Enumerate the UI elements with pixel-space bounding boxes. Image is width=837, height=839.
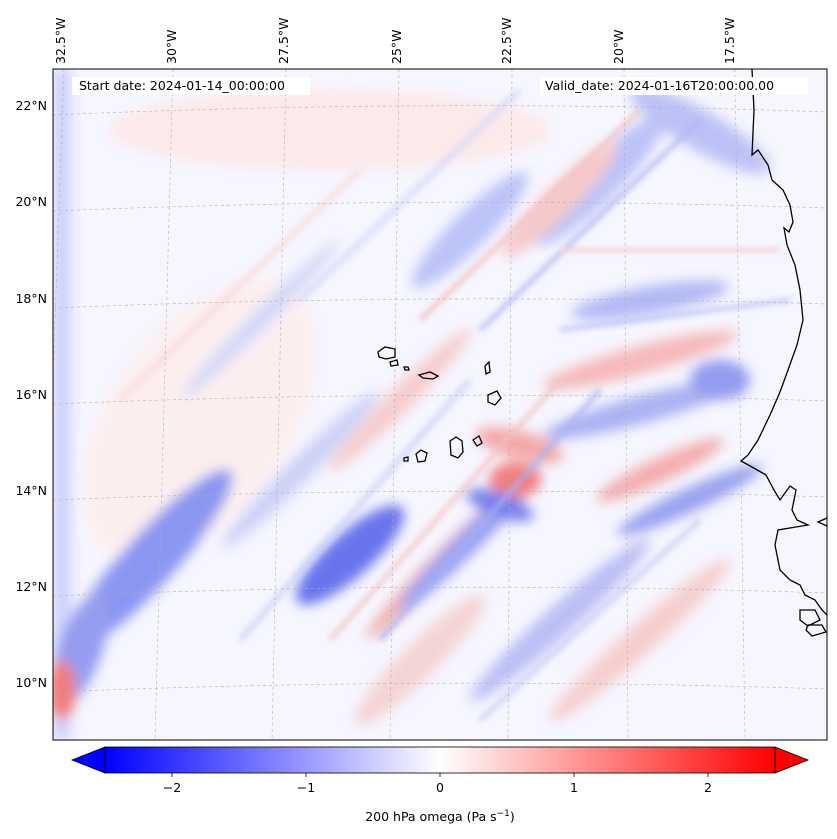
lat-label-18n: 18°N: [15, 291, 47, 306]
start-date-label: Start date: 2024-01-14_00:00:00: [79, 78, 285, 93]
lat-label-10n: 10°N: [15, 675, 47, 690]
lon-label-20w: 20°W: [611, 29, 626, 64]
colorbar-bar: [104, 746, 776, 774]
start-date-box: [72, 77, 310, 95]
graticule: [53, 69, 827, 740]
lat-label-14n: 14°N: [15, 483, 47, 498]
lon-label-30w: 30°W: [164, 29, 179, 64]
lat-label-12n: 12°N: [15, 579, 47, 594]
colorbar-extend-min: [70, 746, 106, 774]
colorbar-title-main: 200 hPa omega (Pa s: [365, 809, 497, 825]
colorbar-title-close: ): [509, 809, 515, 825]
colorbar-tick-label: 0: [436, 780, 444, 795]
colorbar-tick-label: 2: [704, 780, 712, 795]
lon-label-25w: 25°W: [389, 29, 404, 64]
valid-date-label: Valid_date: 2024-01-16T20:00:00.00: [545, 78, 775, 93]
colorbar-tick-label: −2: [162, 780, 182, 795]
omega-field: [53, 69, 827, 740]
map-frame: [52, 68, 828, 741]
lon-label-27-5w: 27.5°W: [276, 17, 291, 64]
lat-label-20n: 20°N: [15, 194, 47, 209]
coastline: [377, 69, 827, 637]
lon-label-32-5w: 32.5°W: [53, 17, 68, 64]
lon-label-22-5w: 22.5°W: [499, 17, 514, 64]
valid-date-box: [540, 77, 808, 95]
colorbar-tick-label: 1: [570, 780, 578, 795]
lat-label-16n: 16°N: [15, 387, 47, 402]
colorbar-extend-max: [774, 746, 810, 774]
colorbar-title-exponent: −1: [496, 809, 510, 819]
lat-label-22n: 22°N: [15, 98, 47, 113]
colorbar: [70, 746, 810, 777]
colorbar-title: 200 hPa omega (Pa s−1): [365, 809, 515, 824]
colorbar-tick-label: −1: [296, 780, 316, 795]
lon-label-17-5w: 17.5°W: [722, 17, 737, 64]
